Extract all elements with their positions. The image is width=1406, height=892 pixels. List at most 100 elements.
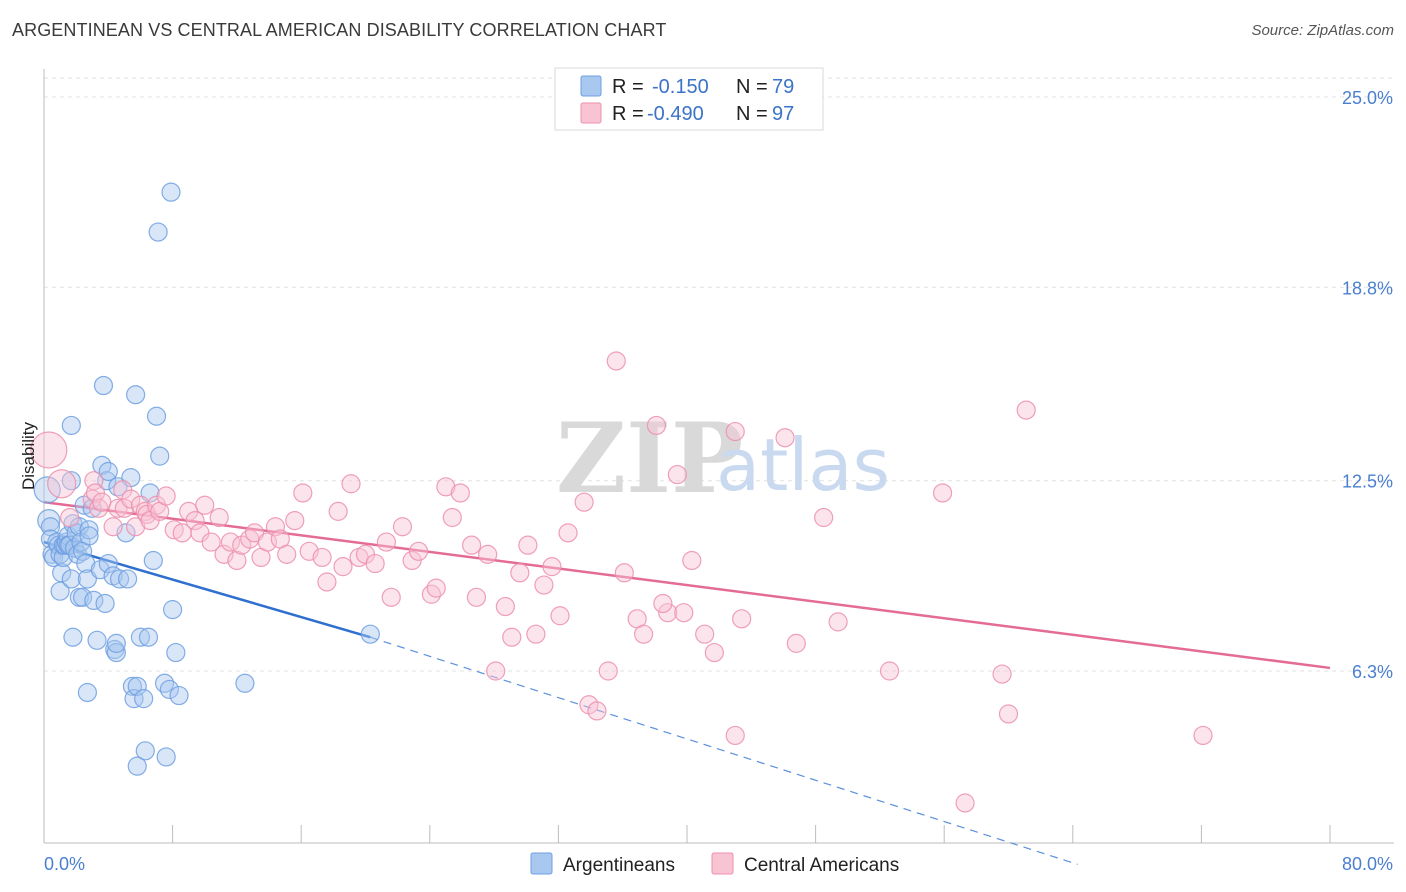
data-point (60, 507, 80, 528)
data-point (518, 535, 538, 555)
data-point (79, 526, 99, 546)
data-point (87, 630, 107, 650)
y-tick-label: 25.0% (1342, 88, 1393, 108)
data-point (828, 612, 848, 632)
data-point (992, 664, 1012, 684)
data-point (426, 578, 446, 598)
data-point (37, 508, 61, 533)
bottom-legend-swatch-argentineans (530, 852, 553, 875)
data-point (33, 476, 61, 504)
data-point (574, 492, 594, 512)
x-tick-labels: 0.0% 80.0% (44, 854, 1393, 874)
trend-lines (43, 500, 1331, 865)
y-axis-label: Disability (19, 421, 38, 490)
data-point (166, 642, 186, 663)
data-point (117, 569, 138, 589)
y-tick-label: 12.5% (1342, 472, 1393, 492)
data-point (163, 600, 183, 620)
data-point (265, 517, 286, 537)
trend-line-central-americans (43, 500, 1331, 670)
data-point (495, 596, 515, 617)
data-point (478, 544, 498, 564)
data-point (52, 563, 72, 583)
data-point (502, 627, 522, 647)
data-point (76, 553, 96, 574)
data-point (312, 547, 332, 568)
legend-r-label: R = (612, 76, 644, 98)
data-point (653, 593, 673, 614)
data-point (442, 507, 462, 528)
legend-r-value: -0.150 (652, 76, 709, 98)
data-point (658, 603, 678, 623)
data-point (109, 569, 130, 589)
legend-n-label: N = (736, 103, 768, 125)
data-point (461, 535, 482, 555)
trend-line-argentineans (43, 540, 371, 639)
data-point (285, 510, 305, 531)
data-point (146, 406, 167, 426)
data-point (135, 741, 155, 761)
data-point (526, 624, 546, 644)
data-point (606, 351, 626, 371)
data-point (134, 689, 154, 709)
legend-n-label: N = (736, 76, 768, 98)
data-point (667, 464, 687, 485)
data-point (95, 593, 115, 614)
data-point (814, 507, 834, 528)
data-point (317, 572, 337, 592)
data-point (725, 421, 745, 442)
data-point (84, 471, 104, 491)
data-point (277, 544, 297, 564)
data-point (122, 676, 143, 696)
data-point (486, 661, 506, 681)
x-tick-label: 80.0% (1342, 854, 1393, 874)
legend-n-value: 79 (772, 76, 794, 98)
data-point (646, 415, 667, 436)
data-point (466, 587, 487, 607)
data-point (674, 603, 694, 623)
data-point (143, 550, 163, 571)
data-point (98, 553, 118, 574)
data-point (510, 563, 530, 583)
data-point (695, 624, 715, 644)
x-tick-label: 0.0% (44, 854, 85, 874)
data-point (150, 446, 170, 466)
data-point (130, 627, 151, 647)
data-point (436, 477, 456, 497)
watermark-zip: ZIP (556, 402, 743, 515)
legend-r-value: -0.490 (647, 103, 704, 125)
data-point (360, 624, 380, 644)
data-point (341, 474, 361, 494)
data-point (955, 793, 975, 813)
data-point (227, 550, 247, 571)
y-tick-label: 18.8% (1342, 278, 1393, 298)
axes (43, 69, 1394, 844)
data-point (293, 483, 313, 503)
legend-swatch-central-americans (580, 102, 602, 124)
data-point (138, 627, 159, 647)
bottom-legend-label-argentineans: Argentineans (563, 855, 675, 876)
data-point (534, 575, 554, 595)
legend-swatch-argentineans (580, 75, 602, 97)
data-point (77, 682, 98, 703)
data-point (30, 431, 68, 469)
data-point (98, 461, 118, 482)
data-point (61, 415, 81, 436)
data-point (998, 704, 1019, 724)
watermark: ZIP atlas (556, 402, 890, 515)
data-point (195, 495, 215, 515)
watermark-atlas: atlas (716, 423, 890, 507)
bottom-legend-label-central-americans: Central Americans (744, 855, 899, 876)
data-point (1016, 400, 1036, 420)
chart-title: ARGENTINEAN VS CENTRAL AMERICAN DISABILI… (12, 20, 667, 40)
data-point (47, 469, 77, 499)
data-point (209, 507, 229, 528)
data-point (408, 541, 429, 561)
grid-lines (44, 77, 1394, 672)
data-point (786, 633, 806, 653)
data-point (376, 532, 396, 552)
trend-line-argentineans-extension (370, 636, 1078, 865)
series-central-americans (30, 351, 1213, 813)
data-point (614, 563, 634, 583)
